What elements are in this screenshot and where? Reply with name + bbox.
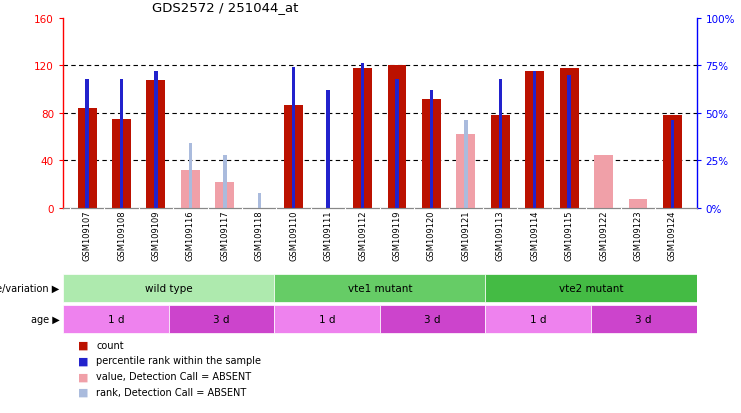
Text: GSM109111: GSM109111 [324, 210, 333, 260]
Bar [78, 109, 96, 209]
Bar [147, 80, 165, 209]
Bar [112, 119, 131, 209]
Bar [274, 274, 485, 302]
Text: percentile rank within the sample: percentile rank within the sample [96, 356, 262, 366]
Bar [169, 305, 274, 333]
Bar [274, 305, 380, 333]
Bar [533, 72, 536, 209]
Bar [154, 72, 158, 209]
Text: ■: ■ [78, 356, 88, 366]
Bar [663, 116, 682, 209]
Text: GSM109110: GSM109110 [289, 210, 298, 260]
Text: GSM109117: GSM109117 [220, 210, 229, 260]
Bar [285, 105, 303, 209]
Bar [388, 66, 407, 209]
Bar [258, 193, 261, 209]
Bar [326, 91, 330, 209]
Text: 1 d: 1 d [319, 314, 335, 324]
Text: wild type: wild type [144, 283, 193, 293]
Bar [189, 144, 192, 209]
Text: GSM109116: GSM109116 [186, 210, 195, 260]
Text: GSM109118: GSM109118 [255, 210, 264, 260]
Bar [216, 183, 234, 209]
Text: vte2 mutant: vte2 mutant [559, 283, 623, 293]
Text: count: count [96, 340, 124, 350]
Text: 3 d: 3 d [425, 314, 441, 324]
Bar [485, 274, 697, 302]
Text: ■: ■ [78, 340, 88, 350]
Bar [395, 79, 399, 209]
Text: GSM109124: GSM109124 [668, 210, 677, 260]
Text: rank, Detection Call = ABSENT: rank, Detection Call = ABSENT [96, 387, 247, 397]
Bar [628, 199, 648, 209]
Bar [591, 305, 697, 333]
Text: GSM109115: GSM109115 [565, 210, 574, 260]
Bar [353, 69, 372, 209]
Text: ■: ■ [78, 371, 88, 381]
Text: GSM109109: GSM109109 [151, 210, 161, 260]
Bar [499, 79, 502, 209]
Text: GSM109113: GSM109113 [496, 210, 505, 260]
Bar [63, 305, 169, 333]
Text: GSM109119: GSM109119 [393, 210, 402, 260]
Bar [63, 274, 274, 302]
Text: GSM109122: GSM109122 [599, 210, 608, 260]
Text: 1 d: 1 d [530, 314, 546, 324]
Text: GSM109120: GSM109120 [427, 210, 436, 260]
Text: GSM109107: GSM109107 [82, 210, 92, 260]
Text: 3 d: 3 d [636, 314, 652, 324]
Bar [292, 68, 296, 209]
Bar [568, 76, 571, 209]
Text: GSM109108: GSM109108 [117, 210, 126, 260]
Text: value, Detection Call = ABSENT: value, Detection Call = ABSENT [96, 371, 251, 381]
Bar [379, 305, 485, 333]
Bar [181, 171, 200, 209]
Text: GSM109121: GSM109121 [462, 210, 471, 260]
Text: 1 d: 1 d [107, 314, 124, 324]
Text: genotype/variation ▶: genotype/variation ▶ [0, 283, 59, 293]
Bar [422, 99, 441, 209]
Bar [120, 79, 123, 209]
Bar [85, 79, 89, 209]
Text: ■: ■ [78, 387, 88, 397]
Bar [430, 91, 433, 209]
Bar [491, 116, 510, 209]
Bar [456, 135, 475, 209]
Text: GSM109112: GSM109112 [358, 210, 367, 260]
Bar [525, 72, 544, 209]
Text: GSM109114: GSM109114 [531, 210, 539, 260]
Bar [559, 69, 579, 209]
Text: vte1 mutant: vte1 mutant [348, 283, 412, 293]
Bar [223, 155, 227, 209]
Bar [671, 121, 674, 209]
Text: GDS2572 / 251044_at: GDS2572 / 251044_at [152, 2, 299, 14]
Bar [485, 305, 591, 333]
Bar [361, 64, 365, 209]
Bar [594, 155, 613, 209]
Text: age ▶: age ▶ [30, 314, 59, 324]
Text: GSM109123: GSM109123 [634, 210, 642, 260]
Bar [464, 121, 468, 209]
Text: 3 d: 3 d [213, 314, 230, 324]
